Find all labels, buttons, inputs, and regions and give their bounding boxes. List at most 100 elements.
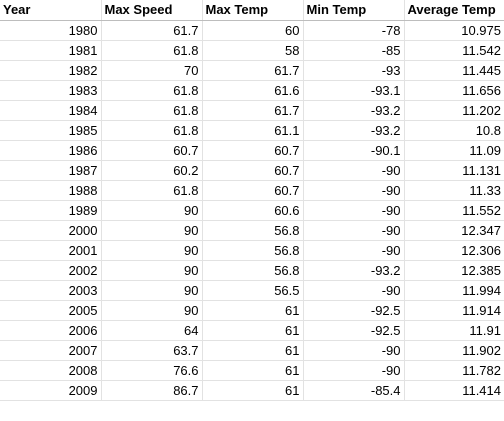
- average-temp-cell[interactable]: 10.975: [403, 19, 504, 41]
- year-cell[interactable]: 2006: [0, 319, 102, 341]
- year-cell[interactable]: 2007: [0, 339, 102, 361]
- year-cell[interactable]: 2002: [0, 259, 102, 281]
- max-temp-cell[interactable]: 56.5: [201, 279, 304, 301]
- average-temp-cell[interactable]: 11.445: [403, 59, 504, 81]
- max-temp-cell[interactable]: 61: [201, 299, 304, 321]
- min-temp-cell[interactable]: -90: [302, 159, 405, 181]
- year-cell[interactable]: 1983: [0, 79, 102, 101]
- year-cell[interactable]: 1986: [0, 139, 102, 161]
- max-speed-cell[interactable]: 61.8: [100, 79, 203, 101]
- average-temp-cell[interactable]: 11.914: [403, 299, 504, 321]
- max-temp-cell[interactable]: 60.7: [201, 159, 304, 181]
- max-speed-cell[interactable]: 64: [100, 319, 203, 341]
- max-speed-cell[interactable]: 90: [100, 259, 203, 281]
- year-cell[interactable]: 2000: [0, 219, 102, 241]
- min-temp-cell[interactable]: -85: [302, 39, 405, 61]
- max-speed-cell[interactable]: 90: [100, 299, 203, 321]
- average-temp-cell[interactable]: 11.782: [403, 359, 504, 381]
- max-speed-cell[interactable]: 90: [100, 239, 203, 261]
- max-speed-cell[interactable]: 76.6: [100, 359, 203, 381]
- max-speed-cell[interactable]: 61.7: [100, 19, 203, 41]
- average-temp-cell[interactable]: 11.91: [403, 319, 504, 341]
- max-temp-cell[interactable]: 60.6: [201, 199, 304, 221]
- year-cell[interactable]: 1985: [0, 119, 102, 141]
- min-temp-cell[interactable]: -90: [302, 279, 405, 301]
- max-temp-cell[interactable]: 56.8: [201, 239, 304, 261]
- min-temp-cell[interactable]: -93: [302, 59, 405, 81]
- min-temp-cell[interactable]: -93.2: [302, 259, 405, 281]
- min-temp-cell[interactable]: -93.2: [302, 119, 405, 141]
- average-temp-cell[interactable]: 12.385: [403, 259, 504, 281]
- year-cell[interactable]: 2008: [0, 359, 102, 381]
- max-temp-cell[interactable]: 61: [201, 359, 304, 381]
- average-temp-cell[interactable]: 11.994: [403, 279, 504, 301]
- min-temp-cell[interactable]: -90: [302, 359, 405, 381]
- max-speed-cell[interactable]: 61.8: [100, 179, 203, 201]
- min-temp-cell[interactable]: -90: [302, 239, 405, 261]
- year-cell[interactable]: 2009: [0, 379, 102, 401]
- min-temp-cell[interactable]: -90: [302, 199, 405, 221]
- min-temp-cell[interactable]: -85.4: [302, 379, 405, 401]
- max-speed-cell[interactable]: 90: [100, 219, 203, 241]
- year-cell[interactable]: 1989: [0, 199, 102, 221]
- min-temp-cell[interactable]: -93.1: [302, 79, 405, 101]
- min-temp-cell[interactable]: -92.5: [302, 299, 405, 321]
- max-speed-cell[interactable]: 70: [100, 59, 203, 81]
- year-cell[interactable]: 1984: [0, 99, 102, 121]
- max-speed-cell[interactable]: 90: [100, 199, 203, 221]
- average-temp-cell[interactable]: 11.902: [403, 339, 504, 361]
- max-temp-cell[interactable]: 61.7: [201, 59, 304, 81]
- year-cell[interactable]: 1982: [0, 59, 102, 81]
- average-temp-cell[interactable]: 11.131: [403, 159, 504, 181]
- year-cell[interactable]: 2001: [0, 239, 102, 261]
- max-temp-cell[interactable]: 56.8: [201, 219, 304, 241]
- min-temp-cell[interactable]: -78: [302, 19, 405, 41]
- average-temp-cell[interactable]: 12.347: [403, 219, 504, 241]
- max-speed-cell[interactable]: 61.8: [100, 39, 203, 61]
- max-temp-cell[interactable]: 61: [201, 379, 304, 401]
- average-temp-cell[interactable]: 11.09: [403, 139, 504, 161]
- min-temp-cell[interactable]: -90: [302, 179, 405, 201]
- max-temp-cell[interactable]: 56.8: [201, 259, 304, 281]
- max-speed-cell[interactable]: 86.7: [100, 379, 203, 401]
- year-cell[interactable]: 1981: [0, 39, 102, 61]
- max-temp-cell[interactable]: 61.7: [201, 99, 304, 121]
- year-cell[interactable]: 1988: [0, 179, 102, 201]
- column-header-year[interactable]: Year: [0, 0, 102, 21]
- average-temp-cell[interactable]: 11.202: [403, 99, 504, 121]
- column-header-max-speed[interactable]: Max Speed: [100, 0, 203, 21]
- max-speed-cell[interactable]: 63.7: [100, 339, 203, 361]
- max-speed-cell[interactable]: 60.7: [100, 139, 203, 161]
- max-temp-cell[interactable]: 60.7: [201, 179, 304, 201]
- column-header-max-temp[interactable]: Max Temp: [201, 0, 304, 21]
- max-temp-cell[interactable]: 60.7: [201, 139, 304, 161]
- max-speed-cell[interactable]: 60.2: [100, 159, 203, 181]
- min-temp-cell[interactable]: -90: [302, 219, 405, 241]
- max-speed-cell[interactable]: 61.8: [100, 119, 203, 141]
- year-cell[interactable]: 2003: [0, 279, 102, 301]
- average-temp-cell[interactable]: 11.542: [403, 39, 504, 61]
- max-temp-cell[interactable]: 60: [201, 19, 304, 41]
- average-temp-cell[interactable]: 11.33: [403, 179, 504, 201]
- max-temp-cell[interactable]: 61: [201, 319, 304, 341]
- max-temp-cell[interactable]: 61.1: [201, 119, 304, 141]
- max-temp-cell[interactable]: 61.6: [201, 79, 304, 101]
- max-temp-cell[interactable]: 61: [201, 339, 304, 361]
- year-cell[interactable]: 1987: [0, 159, 102, 181]
- year-cell[interactable]: 1980: [0, 19, 102, 41]
- average-temp-cell[interactable]: 11.414: [403, 379, 504, 401]
- min-temp-cell[interactable]: -90.1: [302, 139, 405, 161]
- average-temp-cell[interactable]: 10.8: [403, 119, 504, 141]
- year-cell[interactable]: 2005: [0, 299, 102, 321]
- average-temp-cell[interactable]: 12.306: [403, 239, 504, 261]
- max-speed-cell[interactable]: 90: [100, 279, 203, 301]
- column-header-average-temp[interactable]: Average Temp: [403, 0, 504, 21]
- min-temp-cell[interactable]: -92.5: [302, 319, 405, 341]
- max-speed-cell[interactable]: 61.8: [100, 99, 203, 121]
- min-temp-cell[interactable]: -90: [302, 339, 405, 361]
- min-temp-cell[interactable]: -93.2: [302, 99, 405, 121]
- average-temp-cell[interactable]: 11.656: [403, 79, 504, 101]
- column-header-min-temp[interactable]: Min Temp: [302, 0, 405, 21]
- max-temp-cell[interactable]: 58: [201, 39, 304, 61]
- average-temp-cell[interactable]: 11.552: [403, 199, 504, 221]
